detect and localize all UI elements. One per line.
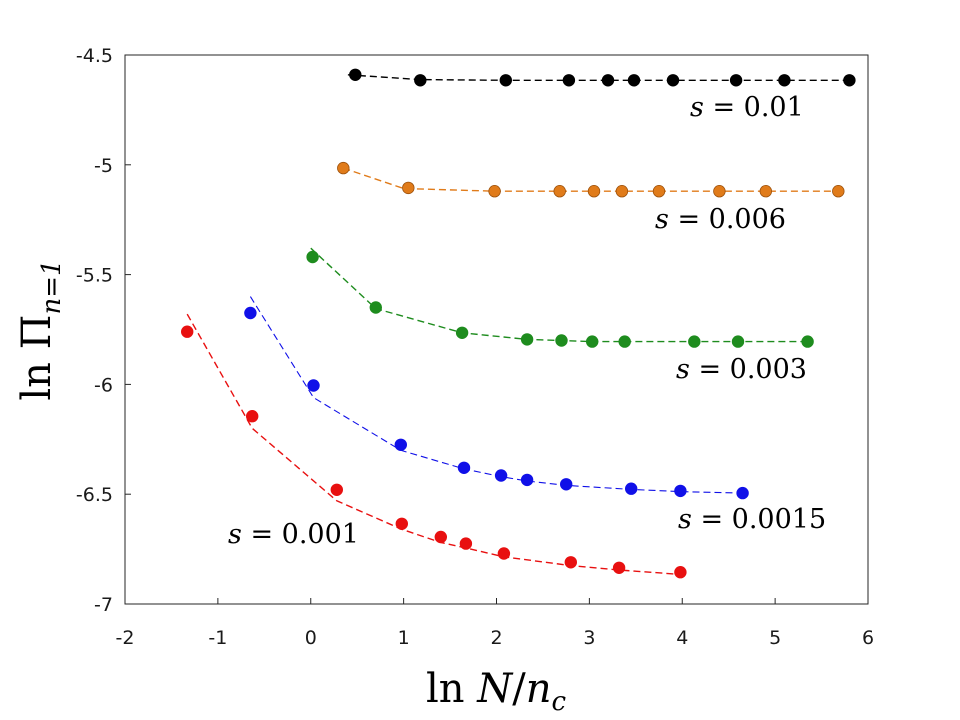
- data-point-s-0-003: [306, 250, 319, 264]
- data-point-s-0-003: [455, 326, 469, 340]
- y-tick-label: -5.5: [76, 265, 113, 287]
- data-point-s-0-003: [520, 333, 534, 346]
- data-point-s-0-006: [488, 184, 501, 198]
- x-axis-title: ln N/nc: [426, 666, 567, 717]
- y-tick-label: -7: [94, 594, 113, 616]
- x-axis-title-slash: /: [512, 666, 526, 712]
- data-point-s-0-003: [555, 334, 568, 347]
- x-tick-label: 3: [583, 627, 595, 649]
- data-point-s-0-01: [562, 74, 576, 87]
- data-point-s-0-003: [731, 335, 745, 348]
- data-point-s-0-003: [618, 335, 631, 348]
- data-point-s-0-006: [337, 161, 350, 175]
- data-point-s-0-01: [414, 74, 427, 87]
- x-axis-title-subvar: n: [526, 666, 552, 712]
- data-point-s-0-01: [349, 68, 362, 82]
- x-tick-label: 6: [862, 627, 874, 649]
- data-point-s-0-01: [729, 74, 743, 87]
- data-point-s-0-01: [499, 74, 513, 87]
- data-point-s-0-001: [564, 556, 578, 569]
- x-axis-title-prefix: ln: [426, 666, 477, 712]
- data-point-s-0-003: [688, 335, 701, 348]
- data-point-s-0-001: [180, 325, 194, 338]
- x-tick-label: -2: [116, 627, 135, 649]
- data-point-s-0-001: [434, 530, 448, 544]
- data-point-s-0-0015: [520, 473, 534, 487]
- plot-area: [125, 55, 868, 604]
- x-tick-label: 5: [769, 627, 781, 649]
- y-tick-label: -6: [94, 374, 113, 396]
- y-tick-label: -4.5: [76, 45, 113, 67]
- fit-line-s-0-0015: [249, 296, 743, 494]
- data-point-s-0-006: [615, 184, 629, 198]
- data-point-s-0-003: [801, 335, 814, 348]
- data-point-s-0-006: [587, 184, 601, 198]
- x-tick-label: 4: [676, 627, 688, 649]
- data-point-s-0-01: [778, 74, 791, 87]
- y-tick-label: -5: [94, 155, 113, 177]
- data-point-s-0-01: [601, 74, 615, 87]
- data-point-s-0-006: [713, 184, 726, 198]
- x-axis-title-var: N: [476, 666, 514, 712]
- fit-line-s-0-006: [343, 167, 839, 192]
- y-axis-title: ln Πn=1: [14, 259, 67, 400]
- data-point-s-0-0015: [244, 306, 257, 320]
- series-label-s-0-006: s = 0.006: [655, 204, 786, 235]
- data-point-s-0-001: [245, 410, 259, 423]
- data-point-s-0-003: [369, 301, 383, 314]
- data-point-s-0-003: [586, 335, 599, 348]
- x-tick-label: 0: [305, 627, 317, 649]
- data-point-s-0-01: [666, 74, 680, 87]
- data-point-s-0-001: [330, 483, 344, 497]
- data-point-s-0-006: [832, 184, 845, 198]
- y-axis-title-subscript: n=1: [37, 259, 67, 314]
- fit-line-s-0-01: [347, 74, 850, 82]
- series-label-s-0-01: s = 0.01: [690, 92, 804, 123]
- data-point-s-0-006: [553, 184, 566, 198]
- data-point-s-0-0015: [307, 379, 320, 392]
- data-point-s-0-0015: [494, 469, 508, 482]
- data-point-s-0-0015: [674, 484, 687, 498]
- data-point-s-0-0015: [625, 482, 638, 495]
- fit-line-s-0-003: [310, 247, 808, 343]
- x-tick-label: 1: [398, 627, 410, 649]
- data-point-s-0-001: [395, 517, 409, 531]
- data-point-s-0-0015: [457, 461, 471, 475]
- data-points: [180, 68, 856, 579]
- series-label-s-0-0015: s = 0.0015: [678, 504, 826, 535]
- y-tick-label: -6.5: [76, 484, 113, 506]
- data-point-s-0-0015: [736, 486, 749, 500]
- x-axis-title-subscript: c: [551, 687, 566, 717]
- x-tick-label: 2: [490, 627, 502, 649]
- fit-lines: [186, 74, 850, 576]
- fit-line-s-0-001: [186, 313, 681, 576]
- data-point-s-0-001: [674, 566, 687, 579]
- x-tick-label: -1: [208, 627, 227, 649]
- series-label-s-0-001: s = 0.001: [228, 519, 359, 550]
- data-point-s-0-001: [612, 561, 626, 575]
- data-point-s-0-006: [652, 184, 666, 198]
- data-point-s-0-0015: [560, 478, 573, 491]
- y-axis-title-main: ln Π: [14, 314, 60, 400]
- data-point-s-0-001: [459, 537, 473, 550]
- series-label-s-0-003: s = 0.003: [676, 354, 807, 385]
- data-point-s-0-01: [843, 74, 856, 87]
- data-point-s-0-006: [402, 181, 415, 195]
- data-point-s-0-01: [627, 74, 641, 87]
- data-point-s-0-006: [759, 184, 773, 198]
- data-point-s-0-0015: [394, 438, 408, 452]
- data-point-s-0-001: [497, 547, 511, 560]
- axis-ticks: -2 -1 0 1 2 3 4 5 6 -4.5 -5 -5.5 -6 -6.5 -7: [76, 45, 874, 649]
